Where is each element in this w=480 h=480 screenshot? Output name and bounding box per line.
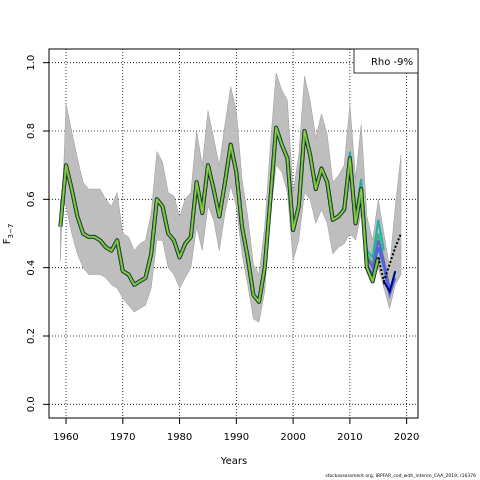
x-tick-label: 1970 <box>110 432 135 443</box>
legend-box <box>353 48 419 74</box>
series-lines <box>58 125 402 304</box>
x-axis-label: Years <box>220 456 247 467</box>
y-axis-label: F3−7 <box>2 224 15 245</box>
x-tick-label: 1980 <box>167 432 192 443</box>
y-tick-label: 0.2 <box>26 328 37 344</box>
y-tick-label: 1.0 <box>26 55 37 71</box>
y-tick-label: 0.0 <box>26 396 37 412</box>
confidence-band <box>60 72 402 323</box>
x-tick-label: 1960 <box>53 432 78 443</box>
x-tick-label: 2020 <box>394 432 419 443</box>
footer-credit: stockassessment.org, IBPFAR_cod_with_int… <box>325 474 476 479</box>
main-line <box>59 126 379 303</box>
y-axis-label-main: F <box>2 238 13 244</box>
x-tick-label: 2000 <box>280 432 305 443</box>
y-tick-label: 0.8 <box>26 123 37 139</box>
projection-line <box>377 233 402 285</box>
legend-label: Rho -9% <box>371 57 413 68</box>
y-tick-label: 0.6 <box>26 191 37 207</box>
x-tick-label: 1990 <box>224 432 249 443</box>
peel-line <box>366 246 397 299</box>
peel-line <box>383 270 397 295</box>
confidence-band-area <box>60 72 402 323</box>
plot-frame <box>48 48 419 419</box>
y-axis-label-subscript: 3−7 <box>7 224 15 239</box>
x-tick-label: 2010 <box>337 432 362 443</box>
y-tick-label: 0.4 <box>26 260 37 276</box>
axes: 1960 1970 1980 1990 2000 2010 2020 0.0 0.2 0.4 0.6… <box>26 55 419 443</box>
legend: Rho -9% <box>353 48 419 74</box>
